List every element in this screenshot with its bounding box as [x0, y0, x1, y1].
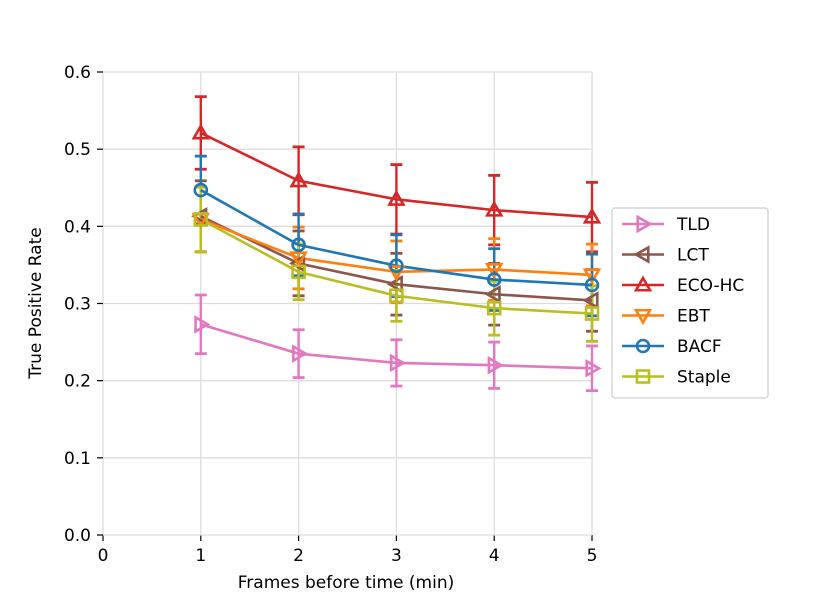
- square-marker: [193, 212, 209, 227]
- triangle-right-marker: [636, 214, 653, 234]
- triangle-right-marker: [389, 353, 407, 373]
- series-markers: [191, 123, 602, 378]
- triangle-up-marker: [582, 207, 602, 224]
- x-tick-label: 0: [98, 546, 109, 566]
- legend-label: LCT: [677, 246, 709, 266]
- x-tick-label: 2: [293, 546, 304, 566]
- y-tick-label: 0.5: [64, 140, 91, 160]
- circle-marker: [486, 272, 502, 287]
- x-tick-label: 4: [489, 546, 500, 566]
- triangle-right-marker: [585, 359, 602, 378]
- legend-label: ECO-HC: [677, 276, 744, 296]
- series-line: [200, 131, 593, 219]
- triangle-right-marker: [292, 344, 309, 363]
- y-axis-label: True Positive Rate: [26, 227, 46, 379]
- legend-label: BACF: [677, 337, 722, 357]
- circle-marker: [584, 277, 600, 293]
- x-tick-label: 1: [195, 546, 206, 566]
- triangle-down-marker: [633, 308, 653, 326]
- x-tick-labels: 0 1 2 3 4 5: [98, 546, 598, 566]
- y-tick-label: 0.2: [64, 372, 91, 392]
- triangle-left-marker: [484, 284, 501, 304]
- triangle-left-marker: [386, 274, 403, 294]
- triangle-up-marker: [289, 171, 308, 188]
- triangle-down-marker: [484, 262, 504, 280]
- triangle-right-marker: [487, 355, 504, 375]
- square-marker: [291, 264, 306, 280]
- legend-label: Staple: [677, 368, 731, 388]
- circle-marker: [291, 237, 306, 253]
- y-tick-label: 0.1: [64, 449, 91, 469]
- x-tick-label: 3: [391, 546, 402, 566]
- legend: TLD LCT ECO-HC EBT BACF Staple: [611, 207, 769, 399]
- triangle-up-marker: [633, 275, 653, 292]
- y-tick-label: 0.0: [64, 526, 91, 546]
- circle-marker: [193, 182, 209, 198]
- triangle-down-marker: [387, 265, 406, 282]
- x-tick-label: 5: [587, 546, 598, 566]
- triangle-left-marker: [582, 291, 599, 310]
- square-marker: [389, 288, 404, 304]
- series-line: [200, 323, 593, 370]
- legend-label: EBT: [677, 307, 710, 327]
- circle-marker: [389, 258, 404, 273]
- triangle-down-marker: [582, 268, 602, 285]
- triangle-left-marker: [633, 245, 650, 264]
- square-marker: [486, 300, 502, 316]
- y-tick-label: 0.4: [64, 217, 91, 237]
- series-line: [200, 218, 593, 315]
- triangle-up-marker: [387, 189, 406, 206]
- triangle-up-marker: [191, 123, 211, 140]
- circle-marker: [635, 338, 651, 354]
- triangle-up-marker: [484, 200, 504, 217]
- series-line: [200, 215, 593, 302]
- y-tick-label: 0.6: [64, 63, 91, 83]
- triangle-right-marker: [194, 315, 211, 334]
- y-tick-labels: 0.0 0.1 0.2 0.3 0.4 0.5 0.6: [64, 63, 91, 546]
- x-axis-label: Frames before time (min): [238, 573, 454, 593]
- square-marker: [635, 369, 651, 384]
- legend-label: TLD: [676, 215, 710, 235]
- square-marker: [584, 306, 600, 321]
- y-tick-label: 0.3: [64, 295, 91, 315]
- triangle-down-marker: [289, 251, 308, 268]
